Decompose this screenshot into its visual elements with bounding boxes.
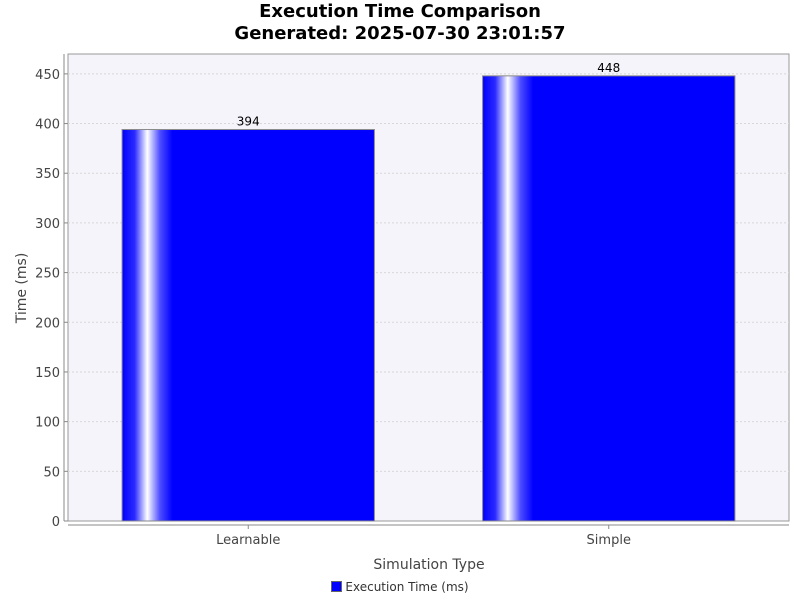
bar-value-label: 394 — [237, 115, 260, 129]
legend-swatch — [331, 581, 343, 592]
y-tick-label: 50 — [43, 465, 60, 480]
chart-title: Execution Time Comparison — [259, 1, 541, 22]
x-axis-title: Simulation Type — [373, 557, 484, 573]
y-tick-label: 150 — [35, 366, 60, 381]
x-tick-label: Simple — [587, 533, 631, 548]
y-tick-label: 300 — [35, 217, 60, 232]
y-tick-label: 400 — [35, 118, 60, 133]
bar — [482, 75, 736, 522]
bar — [121, 129, 375, 522]
y-tick-label: 100 — [35, 416, 60, 431]
legend: Execution Time (ms) — [0, 580, 800, 594]
bar-value-label: 448 — [597, 61, 620, 75]
y-tick-label: 350 — [35, 167, 60, 182]
legend-label: Execution Time (ms) — [345, 580, 469, 594]
y-tick-label: 200 — [35, 316, 60, 331]
chart-subtitle: Generated: 2025-07-30 23:01:57 — [234, 23, 566, 44]
y-axis-title: Time (ms) — [14, 253, 30, 325]
y-tick-label: 0 — [52, 515, 60, 530]
y-tick-label: 450 — [35, 68, 60, 83]
y-tick-label: 250 — [35, 267, 60, 282]
x-tick-label: Learnable — [216, 533, 280, 548]
